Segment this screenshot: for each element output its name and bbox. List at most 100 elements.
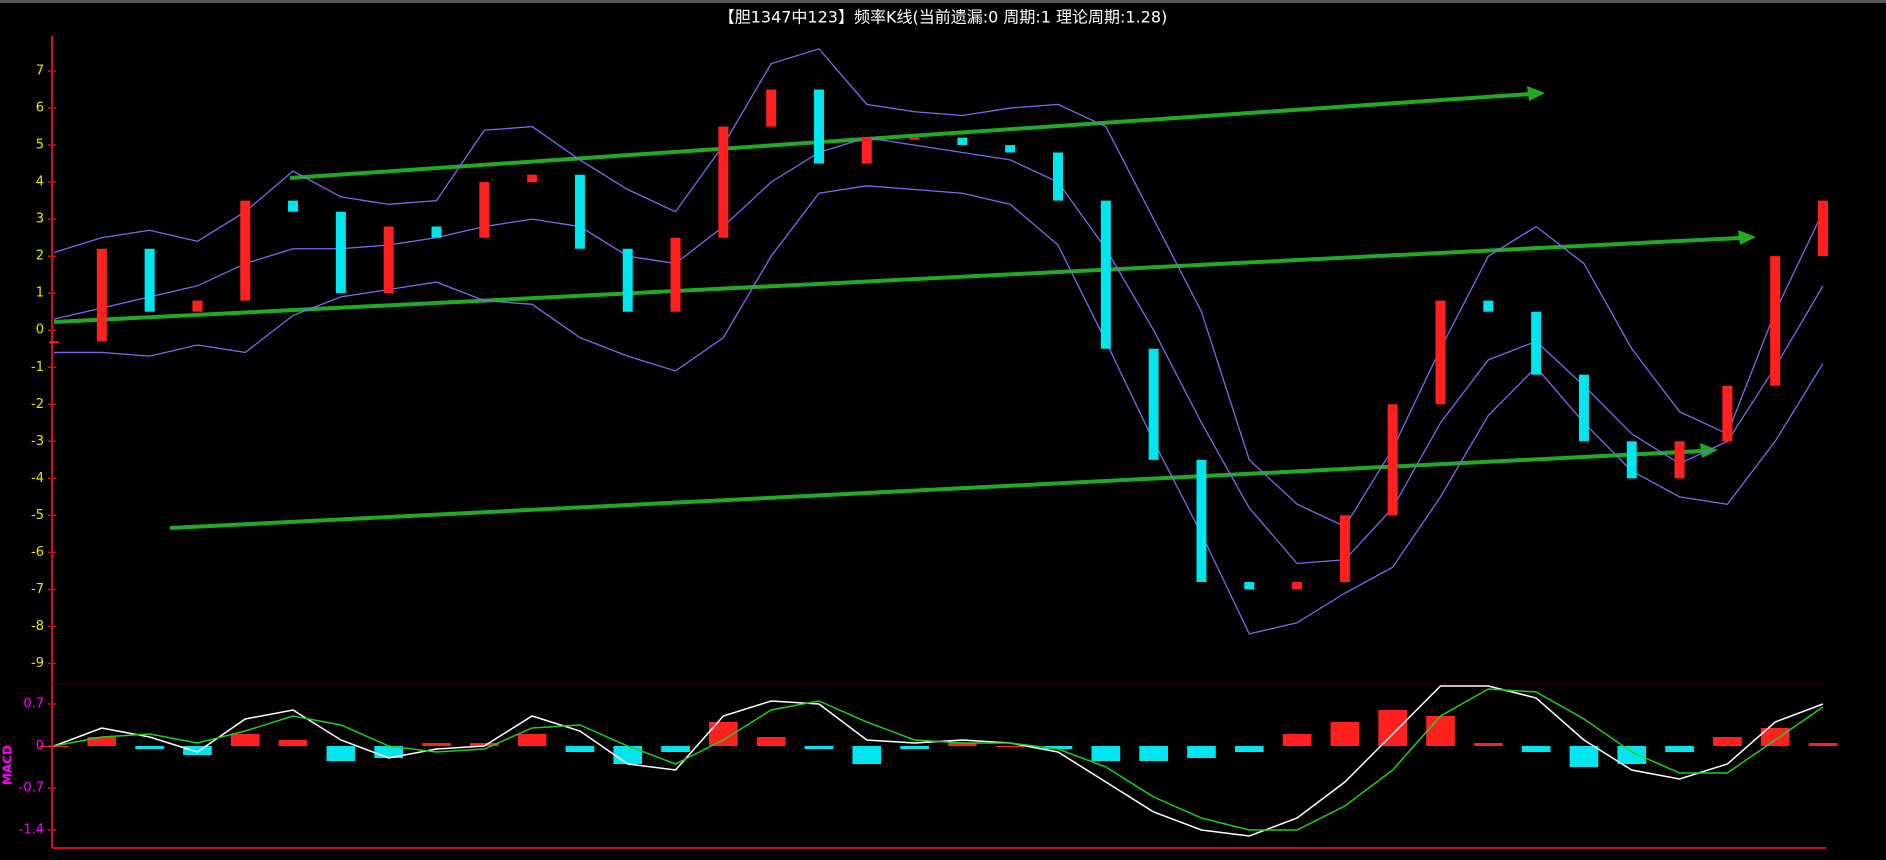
chart-title: 【胆1347中123】频率K线(当前遗漏:0 周期:1 理论周期:1.28)	[719, 8, 1168, 27]
macd-bar	[1473, 743, 1503, 746]
macd-bar	[804, 746, 834, 749]
candle	[766, 89, 777, 127]
arrow-head	[1527, 86, 1545, 101]
y-tick-label: 3	[36, 212, 44, 227]
candle	[622, 248, 633, 312]
series-line	[53, 688, 1824, 831]
candle	[1244, 582, 1255, 590]
macd-bar	[326, 746, 356, 761]
y-tick-label: -6	[31, 545, 44, 560]
candle	[1005, 145, 1016, 153]
top-border	[0, 0, 1886, 3]
candle	[1292, 582, 1303, 590]
macd-bar	[1521, 746, 1551, 752]
macd-bar	[1043, 746, 1073, 749]
macd-bar	[1569, 746, 1599, 767]
series-line	[53, 48, 1824, 528]
candle	[240, 200, 251, 301]
candle	[1674, 441, 1685, 479]
macd-bar	[135, 746, 164, 749]
macd-bar	[1139, 746, 1168, 761]
y-tick-label: -1.4	[19, 823, 44, 838]
candle	[1435, 300, 1446, 405]
candle	[383, 226, 394, 294]
candle	[335, 211, 346, 294]
candle	[1339, 515, 1350, 583]
candle	[479, 182, 490, 238]
series-line	[53, 137, 1824, 565]
candle	[813, 89, 824, 164]
macd-bar	[852, 746, 882, 764]
y-tick-label: -7	[31, 582, 44, 597]
macd-bar	[1808, 743, 1838, 746]
y-tick-label: 2	[36, 249, 44, 264]
y-tick-label: -5	[31, 508, 44, 523]
macd-bar	[1282, 734, 1312, 746]
candle	[909, 137, 920, 140]
candle	[1770, 256, 1781, 386]
y-tick-label: -1	[31, 360, 44, 375]
macd-bar	[900, 746, 929, 749]
candle	[1578, 374, 1589, 442]
candle	[1531, 311, 1542, 375]
macd-bar	[995, 746, 1025, 747]
trend-line	[53, 236, 1741, 324]
y-tick-label: -8	[31, 619, 44, 634]
series-line	[54, 185, 1824, 635]
y-tick-label: 0	[36, 323, 44, 338]
candle	[574, 174, 585, 249]
macd-bar	[39, 746, 69, 747]
macd-bar	[278, 740, 308, 746]
y-tick-label: 7	[36, 64, 44, 79]
macd-bar	[87, 737, 117, 746]
candle	[96, 248, 107, 342]
y-tick-label: -4	[31, 471, 44, 486]
macd-bar	[422, 743, 451, 746]
macd-bar	[1234, 746, 1264, 752]
y-tick-label: 0.7	[23, 697, 44, 712]
y-tick-label: 6	[36, 101, 44, 116]
candle	[192, 300, 203, 312]
candle	[1626, 441, 1637, 479]
macd-bar	[565, 746, 595, 752]
candle	[1053, 152, 1064, 201]
candle	[670, 237, 681, 312]
macd-bar	[948, 743, 977, 746]
y-tick-label: -2	[31, 397, 44, 412]
candle	[1148, 348, 1159, 460]
y-tick-label: -3	[31, 434, 44, 449]
macd-bar	[230, 734, 260, 746]
y-tick-label: 1	[36, 286, 44, 301]
macd-bar	[661, 746, 690, 752]
candle	[957, 137, 968, 146]
macd-bar	[1665, 746, 1694, 752]
macd-bar	[1617, 746, 1647, 764]
macd-bar	[1187, 746, 1216, 758]
y-tick-label: -9	[31, 656, 44, 671]
macd-bar	[183, 746, 212, 755]
candle	[718, 126, 729, 238]
candle	[144, 248, 155, 312]
macd-bar	[1330, 722, 1360, 746]
candle	[527, 174, 538, 183]
y-tick-label: 4	[36, 175, 44, 190]
candle	[1483, 300, 1494, 312]
candle	[1818, 200, 1828, 257]
trend-line	[289, 92, 1531, 180]
macd-bar	[469, 743, 499, 746]
candle	[1100, 200, 1111, 349]
candle	[1196, 459, 1207, 583]
macd-bar	[1713, 737, 1742, 746]
y-tick-label: -0.7	[19, 781, 44, 796]
y-tick-label: 5	[36, 138, 44, 153]
macd-bar	[1760, 728, 1790, 746]
macd-bar	[1091, 746, 1121, 761]
candle	[431, 226, 442, 238]
macd-bar	[613, 746, 643, 764]
candle	[288, 200, 299, 212]
macd-bar	[1426, 716, 1455, 746]
candle	[1722, 385, 1733, 442]
candle	[49, 341, 59, 344]
